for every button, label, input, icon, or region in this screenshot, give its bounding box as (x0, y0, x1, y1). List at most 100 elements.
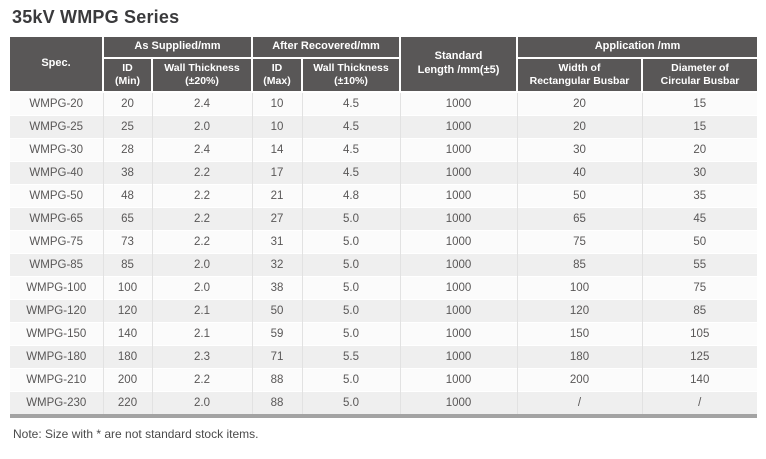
cell-id-min: 180 (102, 345, 152, 369)
cell-wall-10: 5.0 (301, 230, 400, 254)
spec-table: Spec. As Supplied/mm After Recovered/mm … (10, 37, 757, 418)
cell-id-min: 65 (102, 207, 152, 231)
cell-length: 1000 (399, 368, 517, 392)
table-row: WMPG-85 85 2.0 32 5.0 1000 85 55 (10, 253, 757, 277)
cell-dia-circ: 35 (641, 184, 757, 208)
footnote: Note: Size with * are not standard stock… (13, 427, 259, 441)
cell-id-min: 85 (102, 253, 152, 277)
cell-wall-10: 5.0 (301, 368, 400, 392)
cell-id-max: 32 (251, 253, 302, 277)
table-row: WMPG-25 25 2.0 10 4.5 1000 20 15 (10, 115, 757, 139)
cell-width-rect: 20 (516, 115, 642, 139)
table-row: WMPG-50 48 2.2 21 4.8 1000 50 35 (10, 184, 757, 208)
cell-length: 1000 (399, 207, 517, 231)
cell-dia-circ: 85 (641, 299, 757, 323)
cell-wall-20: 2.0 (151, 115, 252, 139)
cell-wall-20: 2.2 (151, 368, 252, 392)
cell-id-min: 100 (102, 276, 152, 300)
cell-dia-circ: 55 (641, 253, 757, 277)
cell-length: 1000 (399, 276, 517, 300)
cell-spec: WMPG-85 (10, 253, 103, 277)
cell-spec: WMPG-150 (10, 322, 103, 346)
cell-wall-10: 4.5 (301, 138, 400, 162)
cell-dia-circ: 20 (641, 138, 757, 162)
cell-id-min: 28 (102, 138, 152, 162)
table-row: WMPG-100 100 2.0 38 5.0 1000 100 75 (10, 276, 757, 300)
cell-length: 1000 (399, 115, 517, 139)
cell-wall-10: 5.0 (301, 322, 400, 346)
cell-spec: WMPG-25 (10, 115, 103, 139)
cell-length: 1000 (399, 299, 517, 323)
cell-length: 1000 (399, 91, 517, 116)
cell-length: 1000 (399, 138, 517, 162)
cell-id-max: 10 (251, 91, 302, 116)
cell-id-max: 10 (251, 115, 302, 139)
cell-dia-circ: 105 (641, 322, 757, 346)
cell-spec: WMPG-75 (10, 230, 103, 254)
cell-width-rect: 20 (516, 91, 642, 116)
table-row: WMPG-20 20 2.4 10 4.5 1000 20 15 (10, 91, 757, 116)
cell-id-max: 38 (251, 276, 302, 300)
cell-width-rect: 65 (516, 207, 642, 231)
cell-dia-circ: 50 (641, 230, 757, 254)
cell-width-rect: 200 (516, 368, 642, 392)
table-body: WMPG-20 20 2.4 10 4.5 1000 20 15 WMPG-25 25 2.0 10 4… (10, 91, 757, 416)
cell-id-min: 140 (102, 322, 152, 346)
cell-id-max: 27 (251, 207, 302, 231)
col-header-after-recovered: After Recovered/mm (251, 37, 401, 59)
col-header-id-min: ID (Min) (102, 57, 153, 93)
cell-dia-circ: 125 (641, 345, 757, 369)
cell-width-rect: 40 (516, 161, 642, 185)
cell-wall-10: 4.5 (301, 115, 400, 139)
cell-spec: WMPG-40 (10, 161, 103, 185)
page: 35kV WMPG Series Spec. As Supplied/mm Af… (10, 7, 757, 441)
cell-length: 1000 (399, 345, 517, 369)
cell-dia-circ: 15 (641, 115, 757, 139)
cell-wall-20: 2.1 (151, 322, 252, 346)
table-row: WMPG-210 200 2.2 88 5.0 1000 200 140 (10, 368, 757, 392)
cell-id-min: 73 (102, 230, 152, 254)
cell-wall-20: 2.0 (151, 253, 252, 277)
header-row-groups: Spec. As Supplied/mm After Recovered/mm … (10, 37, 757, 93)
table-row: WMPG-180 180 2.3 71 5.5 1000 180 125 (10, 345, 757, 369)
table-row: WMPG-30 28 2.4 14 4.5 1000 30 20 (10, 138, 757, 162)
table-row: WMPG-230 220 2.0 88 5.0 1000// (10, 391, 757, 416)
col-header-wall-thickness-20: Wall Thickness (±20%) (151, 57, 253, 93)
cell-id-max: 31 (251, 230, 302, 254)
cell-width-rect: 30 (516, 138, 642, 162)
cell-id-max: 88 (251, 391, 302, 416)
cell-dia-circ: 45 (641, 207, 757, 231)
cell-wall-10: 5.0 (301, 253, 400, 277)
cell-spec: WMPG-65 (10, 207, 103, 231)
cell-dia-circ: 140 (641, 368, 757, 392)
table-row: WMPG-120 120 2.1 50 5.0 1000 120 85 (10, 299, 757, 323)
cell-id-max: 50 (251, 299, 302, 323)
col-header-dia-circ-busbar: Diameter of Circular Busbar (641, 57, 757, 93)
cell-length: 1000 (399, 161, 517, 185)
cell-wall-20: 2.0 (151, 391, 252, 416)
cell-id-max: 14 (251, 138, 302, 162)
table-row: WMPG-65 65 2.2 27 5.0 1000 65 45 (10, 207, 757, 231)
cell-width-rect: / (516, 391, 642, 416)
col-header-width-rect-busbar: Width of Rectangular Busbar (516, 57, 643, 93)
cell-spec: WMPG-30 (10, 138, 103, 162)
cell-width-rect: 100 (516, 276, 642, 300)
cell-width-rect: 150 (516, 322, 642, 346)
cell-id-min: 25 (102, 115, 152, 139)
table-row: WMPG-75 73 2.2 31 5.0 1000 75 50 (10, 230, 757, 254)
cell-wall-20: 2.2 (151, 161, 252, 185)
cell-spec: WMPG-50 (10, 184, 103, 208)
header-row-columns: ID (Min) Wall Thickness (±20%) ID (Max) … (10, 57, 757, 93)
col-header-standard-length: Standard Length /mm(±5) (399, 37, 518, 93)
cell-spec: WMPG-180 (10, 345, 103, 369)
cell-id-min: 200 (102, 368, 152, 392)
cell-wall-10: 4.8 (301, 184, 400, 208)
cell-wall-20: 2.4 (151, 138, 252, 162)
cell-wall-10: 5.5 (301, 345, 400, 369)
cell-spec: WMPG-100 (10, 276, 103, 300)
cell-spec: WMPG-20 (10, 91, 103, 116)
col-header-wall-thickness-10: Wall Thickness (±10%) (301, 57, 401, 93)
cell-wall-10: 5.0 (301, 207, 400, 231)
cell-dia-circ: 15 (641, 91, 757, 116)
cell-id-min: 120 (102, 299, 152, 323)
